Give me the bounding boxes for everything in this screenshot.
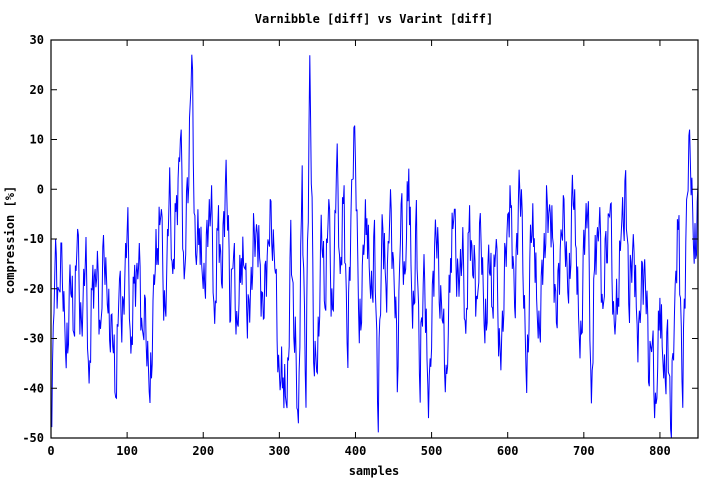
y-tick-label: -50 bbox=[22, 431, 44, 445]
x-tick-label: 800 bbox=[649, 444, 671, 458]
x-tick-label: 500 bbox=[421, 444, 443, 458]
y-tick-label: -10 bbox=[22, 232, 44, 246]
y-tick-label: -30 bbox=[22, 332, 44, 346]
y-tick-label: 20 bbox=[30, 83, 44, 97]
chart-title: Varnibble [diff] vs Varint [diff] bbox=[255, 12, 493, 26]
x-tick-label: 400 bbox=[345, 444, 367, 458]
y-tick-label: -40 bbox=[22, 381, 44, 395]
y-axis-label: compression [%] bbox=[3, 186, 17, 294]
axis-ticks: 0 100 200 300 400 500 600 700 8003020100-10-20-3… bbox=[22, 33, 698, 458]
plot-frame bbox=[50, 39, 699, 439]
x-tick-label: 0 bbox=[47, 444, 54, 458]
x-tick-label: 700 bbox=[573, 444, 595, 458]
x-tick-label: 100 bbox=[116, 444, 138, 458]
x-tick-label: 200 bbox=[192, 444, 214, 458]
x-tick-label: 300 bbox=[269, 444, 291, 458]
y-tick-label: 10 bbox=[30, 133, 44, 147]
y-tick-label: 0 bbox=[37, 182, 44, 196]
y-tick-label: -20 bbox=[22, 282, 44, 296]
series-line bbox=[50, 54, 699, 439]
x-tick-label: 600 bbox=[497, 444, 519, 458]
data-series bbox=[50, 54, 699, 439]
y-tick-label: 30 bbox=[30, 33, 44, 47]
x-axis-label: samples bbox=[349, 464, 400, 478]
